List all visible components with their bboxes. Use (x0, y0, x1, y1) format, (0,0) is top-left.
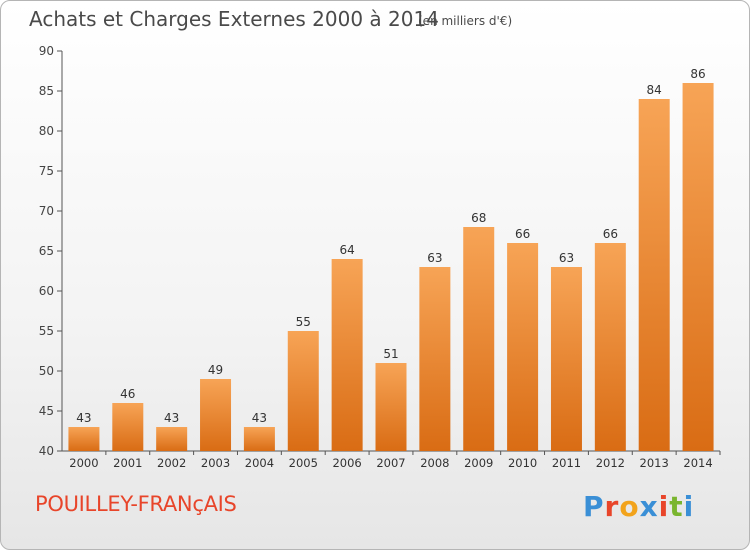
y-tick-label: 75 (39, 164, 54, 178)
bar (68, 427, 100, 451)
bar (287, 331, 319, 451)
bar (112, 403, 144, 451)
bar (682, 83, 714, 451)
x-tick-label: 2001 (113, 456, 142, 470)
x-tick-label: 2013 (640, 456, 669, 470)
bar (507, 243, 539, 451)
bar (550, 267, 582, 451)
x-tick-label: 2006 (332, 456, 361, 470)
logo-letter: t (669, 490, 684, 523)
data-label: 46 (120, 387, 135, 401)
commune-name: POUILLEY-FRANçAIS (35, 492, 237, 516)
y-tick-label: 65 (39, 244, 54, 258)
bar (156, 427, 188, 451)
x-tick-label: 2004 (245, 456, 274, 470)
x-tick-label: 2012 (596, 456, 625, 470)
logo-letter: P (583, 490, 605, 523)
data-label: 66 (515, 227, 530, 241)
logo-letter: o (619, 490, 640, 523)
y-tick-label: 80 (39, 124, 54, 138)
chart-subtitle: (en milliers d'€) (418, 14, 513, 28)
x-tick-label: 2003 (201, 456, 230, 470)
y-tick-label: 40 (39, 444, 54, 458)
x-tick-label: 2008 (420, 456, 449, 470)
x-tick-label: 2000 (69, 456, 98, 470)
x-tick-label: 2002 (157, 456, 186, 470)
bar (375, 363, 407, 451)
data-label: 63 (559, 251, 574, 265)
x-tick-label: 2007 (376, 456, 405, 470)
data-label: 86 (690, 67, 705, 81)
data-label: 63 (427, 251, 442, 265)
data-label: 66 (603, 227, 618, 241)
x-tick-label: 2005 (289, 456, 318, 470)
data-label: 43 (252, 411, 267, 425)
bar (594, 243, 626, 451)
data-label: 51 (383, 347, 398, 361)
data-label: 49 (208, 363, 223, 377)
x-tick-label: 2010 (508, 456, 537, 470)
x-tick-label: 2009 (464, 456, 493, 470)
proxiti-logo[interactable]: Proxiti (583, 490, 694, 523)
data-label: 64 (339, 243, 354, 257)
data-label: 84 (647, 83, 662, 97)
y-tick-label: 60 (39, 284, 54, 298)
bar (331, 259, 363, 451)
y-tick-label: 85 (39, 84, 54, 98)
logo-letter: i (683, 490, 695, 523)
x-tick-label: 2011 (552, 456, 581, 470)
data-label: 43 (164, 411, 179, 425)
logo-letter: x (639, 490, 659, 523)
chart-title: Achats et Charges Externes 2000 à 2014 (29, 7, 439, 31)
logo-letter: r (604, 490, 620, 523)
y-tick-label: 70 (39, 204, 54, 218)
y-tick-label: 90 (39, 44, 54, 58)
logo-letter: i (658, 490, 670, 523)
bar (638, 99, 670, 451)
data-label: 43 (76, 411, 91, 425)
y-tick-label: 45 (39, 404, 54, 418)
data-label: 68 (471, 211, 486, 225)
bar (463, 227, 495, 451)
y-tick-label: 55 (39, 324, 54, 338)
bar (419, 267, 451, 451)
x-tick-label: 2014 (683, 456, 712, 470)
y-tick-label: 50 (39, 364, 54, 378)
data-label: 55 (296, 315, 311, 329)
bar (243, 427, 275, 451)
bar (200, 379, 232, 451)
